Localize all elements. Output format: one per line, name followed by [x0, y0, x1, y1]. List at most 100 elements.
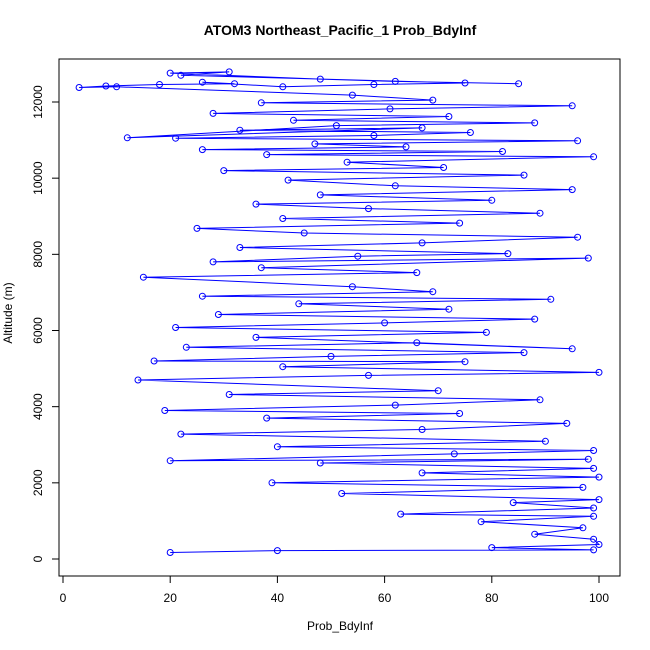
- data-point: [166, 549, 174, 556]
- data-point: [166, 69, 174, 77]
- data-point: [568, 102, 576, 110]
- data-point: [348, 91, 356, 99]
- data-point: [520, 349, 528, 357]
- data-point: [273, 547, 281, 555]
- data-point: [295, 300, 303, 308]
- data-point: [225, 391, 233, 398]
- data-point: [461, 358, 469, 366]
- data-point: [574, 233, 582, 241]
- data-point: [515, 80, 523, 88]
- data-point: [75, 84, 83, 91]
- data-point: [381, 319, 389, 327]
- data-point: [123, 134, 131, 142]
- data-point: [172, 134, 180, 142]
- data-point: [434, 387, 442, 395]
- x-axis: 0 20 40 60 80 100: [60, 575, 609, 605]
- data-point: [541, 437, 549, 445]
- data-point: [327, 352, 335, 360]
- data-point: [482, 328, 490, 336]
- chart-title: ATOM3 Northeast_Pacific_1 Prob_BdyInf: [204, 22, 477, 38]
- data-point: [348, 283, 356, 291]
- data-point: [440, 164, 448, 171]
- data-point: [504, 250, 512, 258]
- data-point: [316, 191, 324, 199]
- data-point: [418, 469, 426, 477]
- data-point: [182, 343, 190, 351]
- x-tick-label: 40: [271, 591, 285, 605]
- data-point: [450, 450, 458, 458]
- data-point: [290, 116, 297, 124]
- data-point: [391, 401, 399, 409]
- data-point: [365, 205, 372, 213]
- data-point: [332, 122, 340, 130]
- y-axis-label: Altitude (m): [1, 282, 15, 343]
- data-point: [391, 77, 399, 85]
- data-point: [590, 153, 598, 161]
- data-point: [150, 357, 158, 365]
- data-point: [263, 151, 271, 159]
- y-tick-label: 0: [31, 555, 45, 562]
- data-point: [102, 82, 110, 90]
- data-point: [590, 464, 598, 472]
- data-point: [113, 83, 121, 91]
- data-point: [311, 140, 319, 148]
- y-tick-label: 12000: [31, 85, 45, 119]
- data-point: [252, 333, 260, 341]
- data-point: [257, 99, 265, 107]
- data-point: [568, 186, 576, 194]
- data-point: [236, 244, 244, 251]
- data-point: [161, 407, 169, 414]
- data-point: [488, 196, 496, 204]
- data-point: [595, 541, 603, 548]
- data-point: [172, 324, 180, 331]
- data-point: [343, 158, 351, 166]
- data-point: [595, 496, 603, 504]
- data-point: [466, 129, 474, 136]
- data-point: [590, 504, 598, 512]
- data-point: [445, 113, 453, 120]
- data-point: [595, 473, 603, 481]
- data-point: [477, 518, 485, 526]
- data-point: [429, 96, 437, 104]
- data-point: [338, 490, 346, 497]
- y-tick-label: 8000: [31, 241, 45, 268]
- data-point: [590, 512, 598, 520]
- data-point: [198, 146, 206, 154]
- data-point: [531, 530, 539, 538]
- data-point: [225, 68, 233, 76]
- data-point: [456, 410, 464, 417]
- data-point: [177, 430, 185, 438]
- data-point: [531, 315, 539, 323]
- data-point: [316, 459, 324, 467]
- data-point: [354, 252, 362, 260]
- y-tick-label: 6000: [31, 317, 45, 344]
- data-point: [488, 544, 496, 552]
- y-tick-label: 10000: [31, 161, 45, 195]
- data-point: [397, 510, 405, 518]
- data-point: [418, 239, 426, 247]
- data-point: [584, 455, 592, 463]
- data-point: [579, 483, 587, 491]
- data-point: [284, 176, 292, 184]
- data-point: [579, 524, 587, 532]
- data-point: [418, 124, 426, 132]
- series-points: [75, 68, 603, 556]
- data-point: [268, 479, 276, 487]
- data-point: [365, 371, 372, 379]
- y-axis: 0 2000 4000 6000 8000 10000 12000: [31, 85, 60, 562]
- data-point: [279, 215, 287, 222]
- data-point: [177, 71, 185, 79]
- data-point: [134, 376, 142, 384]
- data-point: [590, 546, 598, 554]
- data-point: [370, 81, 378, 88]
- data-point: [520, 171, 528, 179]
- data-point: [198, 292, 206, 300]
- data-point: [536, 396, 544, 404]
- data-point: [590, 447, 598, 454]
- data-point: [536, 209, 544, 217]
- data-point: [220, 167, 228, 175]
- data-point: [595, 368, 603, 376]
- data-point: [316, 75, 324, 83]
- y-tick-label: 2000: [31, 469, 45, 496]
